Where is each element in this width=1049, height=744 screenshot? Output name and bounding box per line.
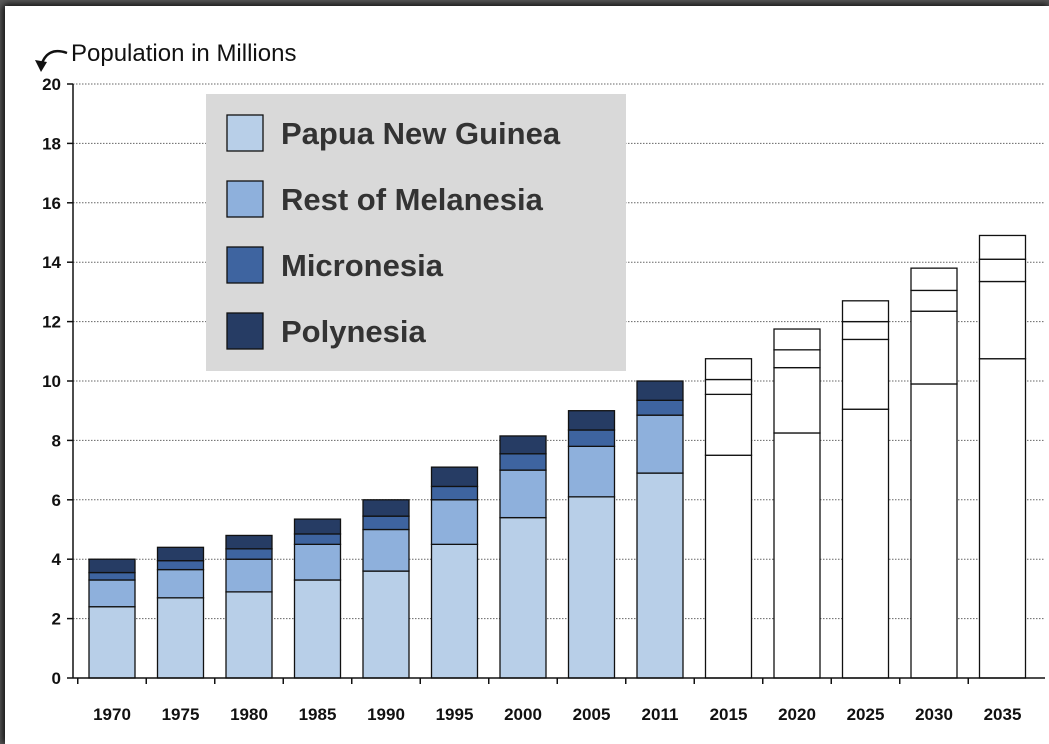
y-tick-label: 4 (52, 550, 62, 569)
bar-segment-papua-new-guinea (430, 543, 479, 679)
bar-segment-rest-of-melanesia (978, 280, 1027, 360)
bar-segment-polynesia (499, 435, 547, 455)
bar-segment-rest-of-melanesia (293, 543, 342, 581)
bar-segment-rest-of-melanesia (636, 414, 684, 474)
bar-segment-papua-new-guinea (978, 358, 1027, 679)
bar-segment-polynesia (430, 466, 479, 488)
legend: Papua New Guinea Rest of Melanesia Microne… (206, 94, 626, 371)
bar-segment-rest-of-melanesia (362, 528, 410, 572)
bar-segment-papua-new-guinea (773, 432, 821, 679)
x-tick-label: 2015 (710, 705, 748, 724)
y-tick-label: 18 (42, 134, 61, 153)
legend-swatch (226, 114, 264, 152)
bar-segment-rest-of-melanesia (704, 393, 753, 456)
bar-segment-papua-new-guinea (910, 383, 958, 679)
legend-swatch (226, 180, 264, 218)
x-tick-label: 2000 (504, 705, 542, 724)
bar-segment-micronesia (910, 289, 958, 312)
x-tick-label: 2035 (984, 705, 1022, 724)
x-tick-label: 1970 (93, 705, 131, 724)
bar-segment-papua-new-guinea (225, 591, 273, 679)
bar-segment-micronesia (636, 399, 684, 416)
arrow-head-icon (35, 60, 47, 72)
bars (88, 234, 1027, 679)
bar-segment-polynesia (978, 234, 1027, 260)
x-tick-label: 1995 (436, 705, 474, 724)
bar-segment-polynesia (362, 499, 410, 517)
y-axis-title: Population in Millions (35, 40, 296, 72)
legend-label: Polynesia (281, 314, 426, 349)
bar-segment-rest-of-melanesia (430, 499, 479, 545)
x-tick-label: 2030 (915, 705, 953, 724)
legend-swatch (226, 246, 264, 284)
x-tick-label: 1985 (299, 705, 337, 724)
bar-segment-rest-of-melanesia (841, 338, 890, 410)
bar-segment-rest-of-melanesia (225, 558, 273, 593)
bar-segment-polynesia (293, 518, 342, 535)
bar-segment-polynesia (910, 267, 958, 292)
legend-swatch (226, 312, 264, 350)
bar-segment-papua-new-guinea (704, 454, 753, 679)
x-tick-label: 1975 (162, 705, 200, 724)
y-tick-label: 8 (52, 431, 61, 450)
x-tick-label: 1980 (230, 705, 268, 724)
bar-segment-rest-of-melanesia (88, 579, 136, 608)
bar-segment-papua-new-guinea (567, 496, 616, 679)
legend-label: Micronesia (281, 248, 444, 283)
bar-segment-micronesia (704, 378, 753, 396)
legend-label: Rest of Melanesia (281, 182, 544, 217)
bar-segment-micronesia (88, 571, 136, 581)
bar-segment-polynesia (567, 410, 616, 431)
bar-segment-rest-of-melanesia (910, 310, 958, 385)
legend-label: Papua New Guinea (281, 116, 561, 151)
y-tick-label: 6 (52, 491, 61, 510)
y-tick-label: 20 (42, 75, 61, 94)
bar-segment-polynesia (841, 300, 890, 323)
x-tick-label: 2005 (573, 705, 611, 724)
chart-frame: 0 2 4 6 8 10 12 14 16 18 20 1970 1975 1980 1985 1990 199… (5, 6, 1049, 744)
y-tick-label: 16 (42, 194, 61, 213)
bar-segment-rest-of-melanesia (773, 366, 821, 434)
bar-segment-micronesia (430, 485, 479, 501)
bar-segment-micronesia (567, 429, 616, 447)
bar-segment-micronesia (773, 349, 821, 369)
bar-segment-papua-new-guinea (499, 516, 547, 679)
y-tick-label: 2 (52, 610, 61, 629)
bar-segment-micronesia (978, 258, 1027, 283)
bar-segment-micronesia (841, 320, 890, 341)
y-axis-label: Population in Millions (71, 40, 296, 67)
bar-segment-papua-new-guinea (88, 606, 136, 679)
bar-segment-polynesia (88, 558, 136, 574)
y-tick-label: 12 (42, 313, 61, 332)
x-tick-label: 2020 (778, 705, 816, 724)
bar-segment-polynesia (704, 358, 753, 381)
bar-segment-papua-new-guinea (156, 597, 205, 679)
legend-background (206, 94, 626, 371)
y-tick-label: 0 (52, 669, 61, 688)
bar-segment-polynesia (156, 546, 205, 562)
y-tick-label: 14 (42, 253, 61, 272)
bar-segment-papua-new-guinea (362, 570, 410, 679)
bar-segment-polynesia (773, 328, 821, 351)
bar-segment-papua-new-guinea (636, 472, 684, 679)
bar-segment-polynesia (636, 380, 684, 401)
bar-segment-micronesia (156, 560, 205, 571)
x-tick-label: 2025 (847, 705, 885, 724)
bar-segment-rest-of-melanesia (567, 445, 616, 498)
axes: 0 2 4 6 8 10 12 14 16 18 20 1970 1975 1980 1985 1990 199… (42, 75, 1045, 724)
y-tick-label: 10 (42, 372, 61, 391)
bar-segment-rest-of-melanesia (156, 568, 205, 599)
x-tick-label: 1990 (367, 705, 405, 724)
bar-segment-micronesia (362, 515, 410, 531)
bar-segment-papua-new-guinea (841, 408, 890, 679)
bar-segment-polynesia (225, 534, 273, 550)
bar-segment-papua-new-guinea (293, 579, 342, 679)
bar-segment-micronesia (225, 548, 273, 560)
chart-svg: 0 2 4 6 8 10 12 14 16 18 20 1970 1975 1980 1985 1990 199… (35, 40, 1045, 724)
x-tick-label: 2011 (642, 705, 679, 724)
bar-segment-rest-of-melanesia (499, 469, 547, 519)
bar-segment-micronesia (293, 533, 342, 546)
bar-segment-micronesia (499, 453, 547, 471)
